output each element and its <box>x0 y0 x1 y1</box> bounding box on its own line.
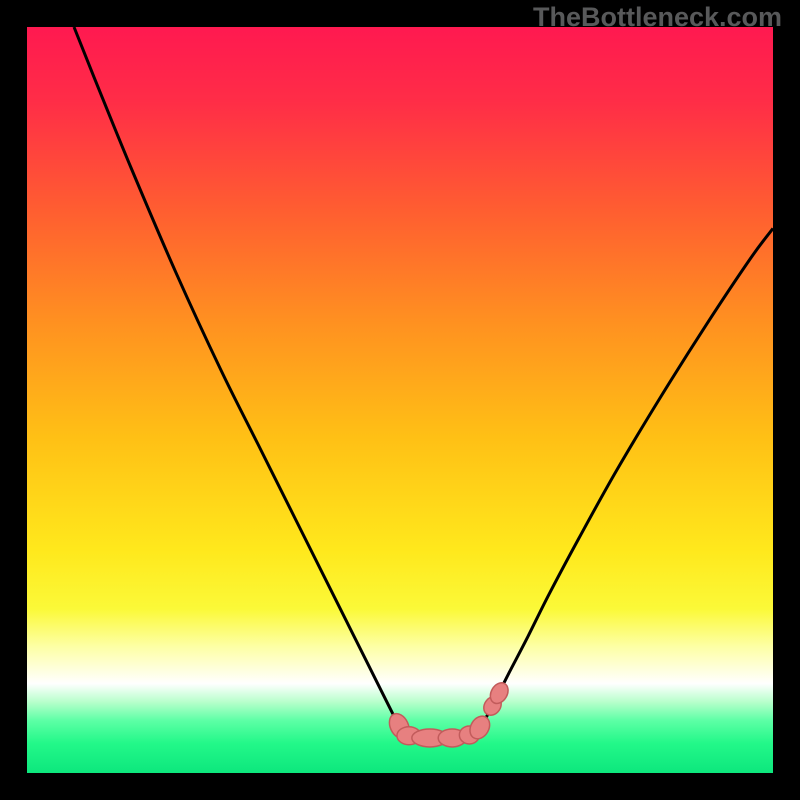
curve-layer <box>27 27 773 773</box>
v-curve <box>74 27 773 737</box>
plot-area <box>27 27 773 773</box>
data-blobs <box>386 680 512 747</box>
watermark-text: TheBottleneck.com <box>533 2 782 33</box>
chart-frame: TheBottleneck.com <box>0 0 800 800</box>
